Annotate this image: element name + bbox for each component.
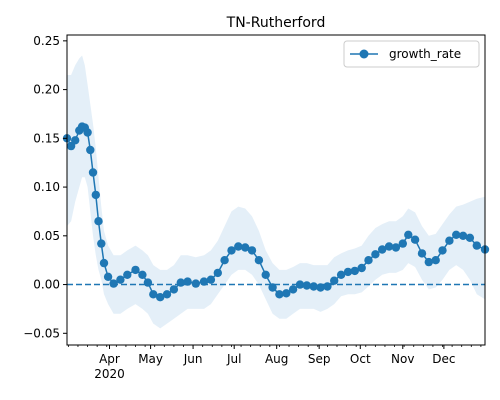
data-point [99, 258, 109, 268]
plot-area [62, 55, 490, 329]
data-point [288, 285, 298, 294]
data-point [220, 256, 229, 265]
x-tick-label: May [138, 352, 163, 366]
data-point [371, 250, 380, 259]
data-point [275, 290, 284, 299]
y-tick-label: 0.15 [33, 131, 60, 145]
data-point [191, 279, 200, 288]
data-point [176, 278, 185, 287]
data-point [247, 246, 257, 255]
data-point [431, 256, 440, 265]
data-point [94, 217, 103, 226]
x-tick-label: Sep [308, 352, 331, 366]
data-point [391, 243, 401, 252]
data-point [438, 246, 447, 255]
x-tick-label: Jul [226, 352, 241, 366]
data-point [103, 272, 113, 281]
data-point [424, 257, 433, 267]
x-tick-year-label: 2020 [94, 367, 125, 381]
data-point [213, 268, 222, 278]
data-point [350, 266, 359, 276]
data-point [364, 256, 373, 265]
data-point [86, 145, 95, 155]
legend-label-growth-rate: growth_rate [389, 47, 461, 61]
data-point [206, 275, 216, 284]
data-point [295, 280, 305, 289]
data-point [302, 281, 311, 290]
y-tick-label: 0.00 [33, 278, 60, 292]
data-point [410, 235, 420, 244]
data-point [398, 239, 407, 248]
y-tick-label: 0.25 [33, 34, 60, 48]
data-point [138, 270, 147, 279]
data-point [149, 290, 158, 299]
data-point [66, 141, 76, 151]
data-point [445, 236, 454, 245]
data-point [97, 239, 106, 248]
chart-title: TN-Rutherford [226, 15, 326, 31]
x-tick-label: Oct [350, 352, 371, 366]
legend: growth_rate [343, 40, 480, 68]
data-point [116, 275, 125, 284]
y-tick-label: 0.20 [33, 83, 60, 97]
data-point [199, 277, 209, 286]
data-point [241, 243, 250, 252]
y-axis: −0.05 0.00 0.05 0.10 0.15 0.20 0.25 [23, 34, 67, 340]
data-point [162, 290, 172, 299]
data-point [156, 293, 165, 302]
y-tick-label: 0.05 [33, 229, 60, 243]
data-point [123, 270, 132, 279]
data-point [343, 267, 353, 277]
data-point [109, 279, 118, 288]
data-point [357, 263, 366, 273]
data-point [131, 265, 140, 275]
data-point [88, 168, 98, 177]
data-point [458, 231, 468, 240]
data-point [472, 241, 481, 250]
data-point [316, 283, 325, 292]
x-tick-label: Jun [183, 352, 203, 366]
data-point [254, 256, 264, 265]
data-point [143, 278, 153, 287]
data-point [465, 233, 475, 242]
data-point [183, 277, 192, 286]
data-point [91, 190, 101, 200]
x-tick-label: Dec [432, 352, 455, 366]
data-point [268, 283, 277, 292]
data-point [336, 270, 346, 279]
y-tick-label: −0.05 [23, 326, 60, 340]
legend-marker-sample [359, 49, 369, 59]
data-point [71, 136, 80, 145]
y-tick-label: 0.10 [33, 180, 60, 194]
data-point [83, 128, 92, 137]
confidence-band [67, 55, 485, 329]
data-point [169, 285, 179, 294]
data-point [384, 242, 394, 251]
growth-rate-markers [62, 122, 490, 302]
x-tick-label: Nov [391, 352, 414, 366]
data-point [404, 230, 413, 239]
data-point [452, 230, 461, 239]
data-point [323, 282, 332, 291]
data-point [234, 242, 243, 251]
x-tick-label: Apr [99, 352, 120, 366]
legend-box [343, 40, 480, 68]
x-tick-label: Aug [265, 352, 288, 366]
data-point [417, 249, 427, 258]
data-point [227, 246, 236, 255]
data-point [378, 245, 387, 254]
data-point [330, 276, 339, 285]
axes-frame [66, 34, 486, 346]
data-point [261, 270, 270, 279]
data-point [309, 282, 318, 291]
data-point [282, 289, 291, 298]
